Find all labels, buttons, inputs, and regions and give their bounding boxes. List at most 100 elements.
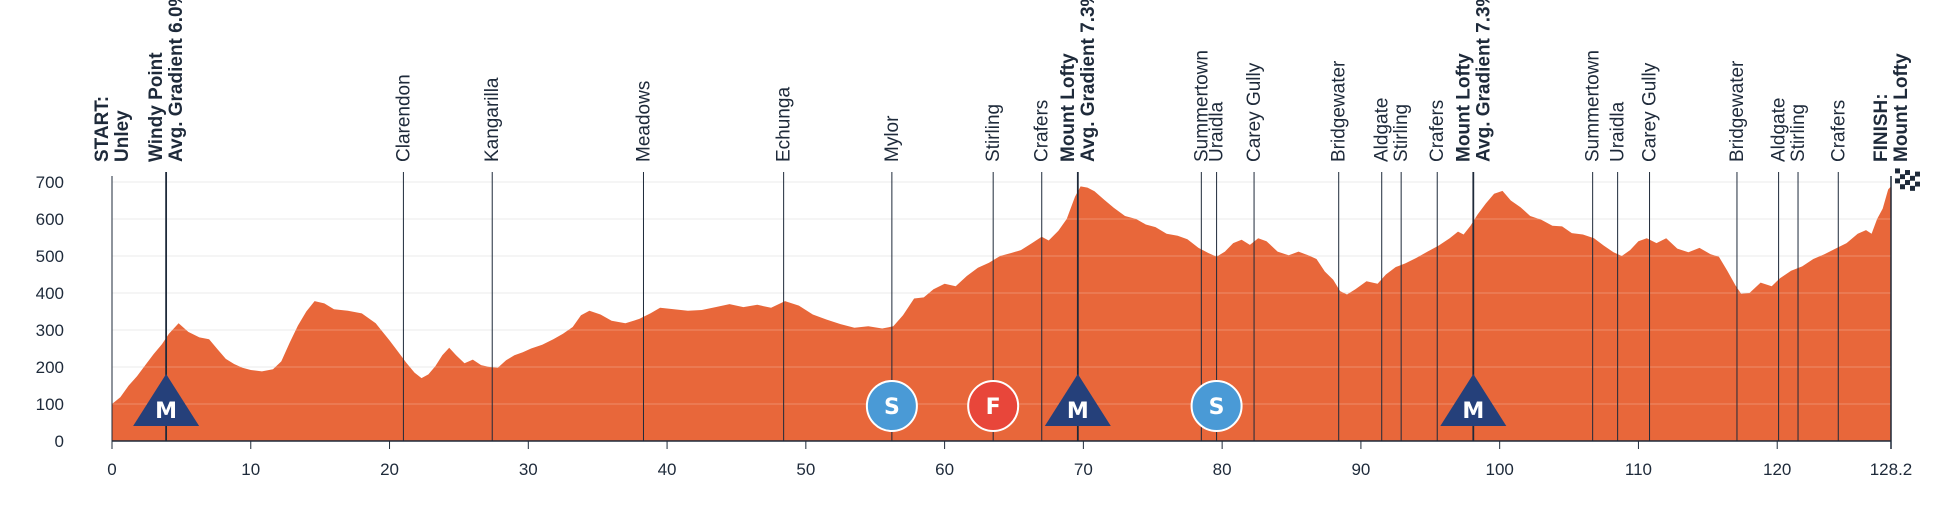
x-tick-label: 10 bbox=[241, 460, 260, 479]
place-label: Carey Gully bbox=[1244, 62, 1265, 162]
place-name: Crafers bbox=[1032, 100, 1053, 162]
place-label: Carey Gully bbox=[1640, 62, 1661, 162]
place-name: Carey Gully bbox=[1244, 62, 1265, 162]
y-tick-label: 600 bbox=[36, 210, 64, 229]
place-label: Summertown bbox=[1583, 50, 1604, 162]
sprint-marker bbox=[865, 380, 918, 432]
place-subname: Avg. Gradient 7.3% bbox=[1078, 0, 1099, 162]
climb-marker bbox=[1044, 374, 1111, 426]
climb-marker bbox=[1440, 374, 1507, 426]
x-tick-label: 100 bbox=[1485, 460, 1513, 479]
feed-marker-label: F bbox=[986, 395, 1001, 420]
x-tick-label: 50 bbox=[796, 460, 815, 479]
place-label: Aldgate bbox=[1769, 98, 1790, 162]
y-tick-label: 0 bbox=[55, 432, 64, 451]
place-label: Mount LoftyAvg. Gradient 7.3% bbox=[1453, 0, 1494, 162]
place-label: Summertown bbox=[1191, 50, 1212, 162]
y-tick-label: 100 bbox=[36, 395, 64, 414]
climb-marker-label: M bbox=[1067, 399, 1089, 424]
place-name: Crafers bbox=[1427, 100, 1448, 162]
place-name: Summertown bbox=[1191, 50, 1212, 162]
place-name: Bridgewater bbox=[1727, 60, 1748, 162]
place-name: Uraidla bbox=[1608, 101, 1629, 162]
flag-cell bbox=[1910, 170, 1915, 176]
place-name: FINISH: bbox=[1871, 93, 1892, 162]
place-label: Kangarilla bbox=[482, 77, 503, 162]
place-label: Stirling bbox=[1788, 104, 1809, 162]
place-label: START:Unley bbox=[92, 96, 133, 162]
place-subname: Mount Lofty bbox=[1891, 53, 1912, 162]
flag-cell bbox=[1900, 169, 1905, 175]
flag-cell bbox=[1905, 185, 1910, 191]
checkered-flag-icon bbox=[1895, 168, 1920, 192]
flag-cell bbox=[1910, 180, 1915, 186]
flag-cell bbox=[1895, 168, 1900, 174]
place-name: Summertown bbox=[1583, 50, 1604, 162]
place-label: FINISH:Mount Lofty bbox=[1871, 53, 1912, 162]
place-name: Aldgate bbox=[1372, 98, 1393, 162]
place-label: Crafers bbox=[1032, 100, 1053, 162]
place-name: Bridgewater bbox=[1329, 60, 1350, 162]
place-label: Windy PointAvg. Gradient 6.0% bbox=[146, 0, 187, 162]
flag-cell bbox=[1905, 170, 1910, 176]
x-tick-label: 60 bbox=[935, 460, 954, 479]
flag-cell bbox=[1900, 179, 1905, 185]
flag-cell bbox=[1905, 180, 1910, 186]
place-name: Mount Lofty bbox=[1058, 53, 1079, 162]
place-name: Carey Gully bbox=[1640, 62, 1661, 162]
place-lines: START:Unley Windy PointAvg. Gradient 6.0%… bbox=[92, 0, 1912, 441]
x-tick-label: 40 bbox=[658, 460, 677, 479]
flag-cell bbox=[1910, 185, 1915, 191]
place-name: Stirling bbox=[983, 104, 1004, 162]
x-tick-label: 70 bbox=[1074, 460, 1093, 479]
sprint-marker-label: S bbox=[884, 395, 900, 420]
axes: 0 100 200 300 400 500 600 700 0 10 20 30 40 50 60 70 80 9… bbox=[36, 173, 1913, 479]
place-label: Bridgewater bbox=[1727, 60, 1748, 162]
place-name: Stirling bbox=[1391, 104, 1412, 162]
flag-cell bbox=[1910, 175, 1915, 181]
place-label: Meadows bbox=[633, 81, 654, 162]
climb-marker-label: M bbox=[155, 399, 177, 424]
place-label: Uraidla bbox=[1608, 101, 1629, 162]
x-tick-label: 110 bbox=[1625, 460, 1652, 479]
place-name: Mylor bbox=[882, 115, 903, 162]
place-name: Meadows bbox=[633, 81, 654, 162]
flag-cell bbox=[1905, 175, 1910, 181]
flag-cell bbox=[1895, 183, 1900, 189]
place-name: Mount Lofty bbox=[1453, 53, 1474, 162]
place-name: Crafers bbox=[1828, 100, 1849, 162]
y-tick-label: 400 bbox=[36, 284, 64, 303]
place-label: Aldgate bbox=[1372, 98, 1393, 162]
x-tick-label: 128.2 bbox=[1870, 460, 1913, 479]
place-label: Crafers bbox=[1427, 100, 1448, 162]
y-tick-label: 500 bbox=[36, 247, 64, 266]
climb-marker-label: M bbox=[1462, 399, 1484, 424]
place-label: Clarendon bbox=[393, 74, 414, 162]
flag-cell bbox=[1915, 181, 1920, 187]
place-subname: Avg. Gradient 6.0% bbox=[166, 0, 187, 162]
place-name: START: bbox=[92, 96, 113, 162]
place-label: Stirling bbox=[1391, 104, 1412, 162]
x-tick-label: 80 bbox=[1213, 460, 1232, 479]
place-label: Stirling bbox=[983, 104, 1004, 162]
place-label: Uraidla bbox=[1207, 101, 1228, 162]
flag-cell bbox=[1915, 176, 1920, 182]
elevation-area bbox=[112, 181, 1891, 441]
place-label: Bridgewater bbox=[1329, 60, 1350, 162]
x-tick-label: 120 bbox=[1763, 460, 1791, 479]
place-subname: Unley bbox=[112, 110, 133, 162]
x-tick-label: 20 bbox=[380, 460, 399, 479]
place-name: Aldgate bbox=[1769, 98, 1790, 162]
place-name: Clarendon bbox=[393, 74, 414, 162]
place-name: Echunga bbox=[774, 87, 795, 162]
flag-cell bbox=[1895, 178, 1900, 184]
place-name: Stirling bbox=[1788, 104, 1809, 162]
x-tick-label: 0 bbox=[107, 460, 116, 479]
y-tick-label: 300 bbox=[36, 321, 64, 340]
climb-marker bbox=[133, 374, 200, 426]
place-name: Windy Point bbox=[146, 52, 167, 162]
feed-marker bbox=[967, 380, 1020, 432]
x-tick-label: 90 bbox=[1351, 460, 1370, 479]
place-label: Mount LoftyAvg. Gradient 7.3% bbox=[1058, 0, 1099, 162]
